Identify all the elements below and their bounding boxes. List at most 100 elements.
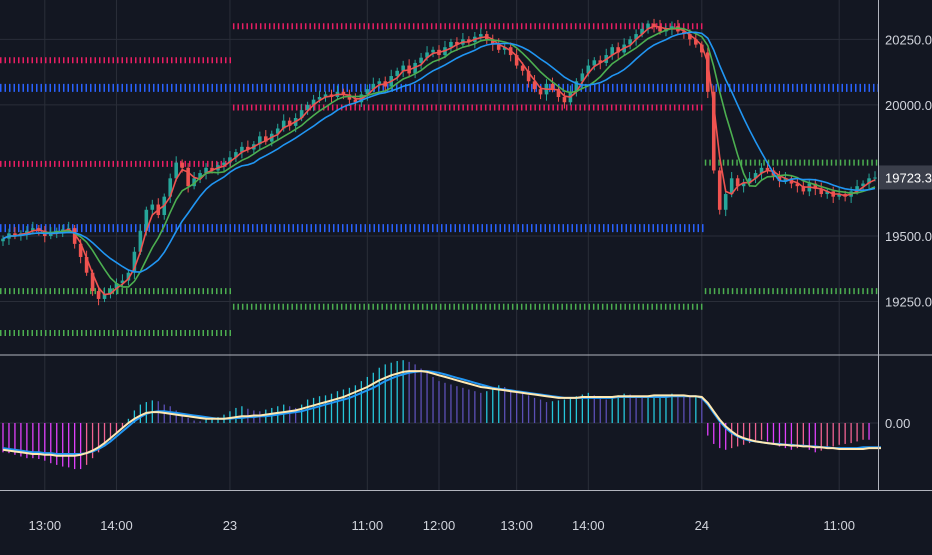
candle[interactable] bbox=[711, 91, 716, 171]
oscillator-pane[interactable] bbox=[2, 360, 881, 470]
candle[interactable] bbox=[192, 178, 196, 187]
candle[interactable] bbox=[132, 251, 137, 273]
candle[interactable] bbox=[72, 228, 77, 244]
candle[interactable] bbox=[783, 178, 788, 181]
candle[interactable] bbox=[765, 167, 770, 171]
candle[interactable] bbox=[837, 194, 841, 197]
candle[interactable] bbox=[592, 60, 597, 66]
candle[interactable] bbox=[174, 162, 178, 179]
candle[interactable] bbox=[317, 97, 322, 100]
candle[interactable] bbox=[855, 186, 859, 192]
candle[interactable] bbox=[532, 81, 537, 90]
candle[interactable] bbox=[168, 178, 173, 197]
candle[interactable] bbox=[538, 89, 543, 95]
candle[interactable] bbox=[526, 70, 531, 82]
oscillator-axis[interactable]: 0.00 bbox=[885, 416, 910, 431]
candle[interactable] bbox=[305, 104, 310, 111]
candle[interactable] bbox=[222, 162, 226, 166]
candle[interactable] bbox=[795, 183, 800, 187]
candle[interactable] bbox=[741, 183, 746, 187]
candle[interactable] bbox=[658, 26, 662, 32]
candle[interactable] bbox=[628, 39, 632, 45]
candle[interactable] bbox=[735, 178, 740, 187]
candle[interactable] bbox=[246, 146, 250, 150]
candle[interactable] bbox=[287, 120, 292, 126]
candle[interactable] bbox=[108, 288, 113, 294]
candle[interactable] bbox=[550, 83, 555, 90]
candle[interactable] bbox=[723, 194, 728, 210]
candle[interactable] bbox=[580, 73, 585, 82]
candle[interactable] bbox=[425, 52, 429, 58]
candle[interactable] bbox=[78, 243, 83, 257]
candle[interactable] bbox=[31, 228, 35, 231]
candle[interactable] bbox=[700, 44, 704, 53]
candle[interactable] bbox=[688, 34, 692, 40]
candle[interactable] bbox=[114, 283, 119, 289]
candle[interactable] bbox=[496, 44, 501, 50]
candle[interactable] bbox=[562, 97, 567, 103]
candle[interactable] bbox=[616, 47, 620, 53]
candle[interactable] bbox=[729, 178, 734, 195]
candle[interactable] bbox=[258, 136, 262, 145]
candle[interactable] bbox=[825, 191, 830, 195]
candle[interactable] bbox=[1, 238, 5, 242]
candle[interactable] bbox=[126, 272, 131, 281]
candle[interactable] bbox=[198, 173, 202, 179]
candle[interactable] bbox=[520, 65, 525, 71]
candle[interactable] bbox=[777, 175, 782, 181]
candle[interactable] bbox=[401, 65, 405, 71]
candle[interactable] bbox=[694, 39, 698, 45]
candle[interactable] bbox=[25, 230, 29, 234]
candle[interactable] bbox=[419, 57, 423, 63]
candle[interactable] bbox=[234, 152, 238, 158]
candle[interactable] bbox=[819, 188, 824, 195]
candle[interactable] bbox=[84, 256, 89, 273]
candle[interactable] bbox=[610, 47, 615, 56]
candle[interactable] bbox=[395, 70, 399, 77]
candle[interactable] bbox=[670, 26, 674, 29]
candle[interactable] bbox=[263, 136, 268, 142]
candle[interactable] bbox=[640, 28, 644, 35]
candle[interactable] bbox=[747, 178, 752, 184]
candle[interactable] bbox=[646, 23, 650, 29]
candle[interactable] bbox=[586, 65, 591, 74]
candle[interactable] bbox=[377, 81, 382, 84]
candle[interactable] bbox=[120, 280, 125, 284]
candle[interactable] bbox=[48, 233, 53, 236]
candle[interactable] bbox=[502, 47, 507, 50]
price-axis[interactable]: 20250.00 20000.00 19500.00 19250.00 bbox=[885, 32, 932, 309]
candle[interactable] bbox=[467, 39, 471, 42]
candle[interactable] bbox=[813, 183, 818, 189]
candle[interactable] bbox=[873, 177, 877, 179]
candle[interactable] bbox=[281, 120, 286, 129]
candle[interactable] bbox=[365, 89, 370, 95]
candle[interactable] bbox=[353, 99, 358, 103]
candle[interactable] bbox=[186, 167, 190, 187]
candle[interactable] bbox=[652, 23, 656, 27]
candle[interactable] bbox=[150, 204, 155, 210]
candle[interactable] bbox=[801, 186, 806, 192]
candle[interactable] bbox=[449, 41, 453, 48]
candle[interactable] bbox=[138, 230, 143, 252]
candle[interactable] bbox=[60, 229, 65, 231]
candle[interactable] bbox=[144, 209, 149, 231]
candle[interactable] bbox=[311, 99, 316, 105]
candle[interactable] bbox=[861, 183, 865, 187]
candle[interactable] bbox=[753, 173, 758, 179]
candle[interactable] bbox=[180, 162, 184, 168]
candle[interactable] bbox=[455, 41, 459, 45]
candle[interactable] bbox=[413, 62, 417, 74]
candle[interactable] bbox=[556, 89, 561, 98]
time-axis[interactable]: 13:00 14:00 23 11:00 12:00 13:00 14:00 24 11:00 bbox=[29, 518, 855, 533]
candle[interactable] bbox=[371, 83, 376, 90]
candle[interactable] bbox=[96, 291, 101, 299]
candle[interactable] bbox=[210, 167, 214, 171]
candle[interactable] bbox=[299, 110, 304, 118]
candle[interactable] bbox=[867, 178, 871, 184]
candle[interactable] bbox=[323, 94, 328, 98]
candle[interactable] bbox=[479, 34, 483, 37]
candle[interactable] bbox=[574, 81, 579, 92]
candle[interactable] bbox=[431, 49, 435, 53]
